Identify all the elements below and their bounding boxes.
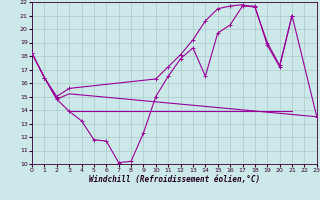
X-axis label: Windchill (Refroidissement éolien,°C): Windchill (Refroidissement éolien,°C) (89, 175, 260, 184)
